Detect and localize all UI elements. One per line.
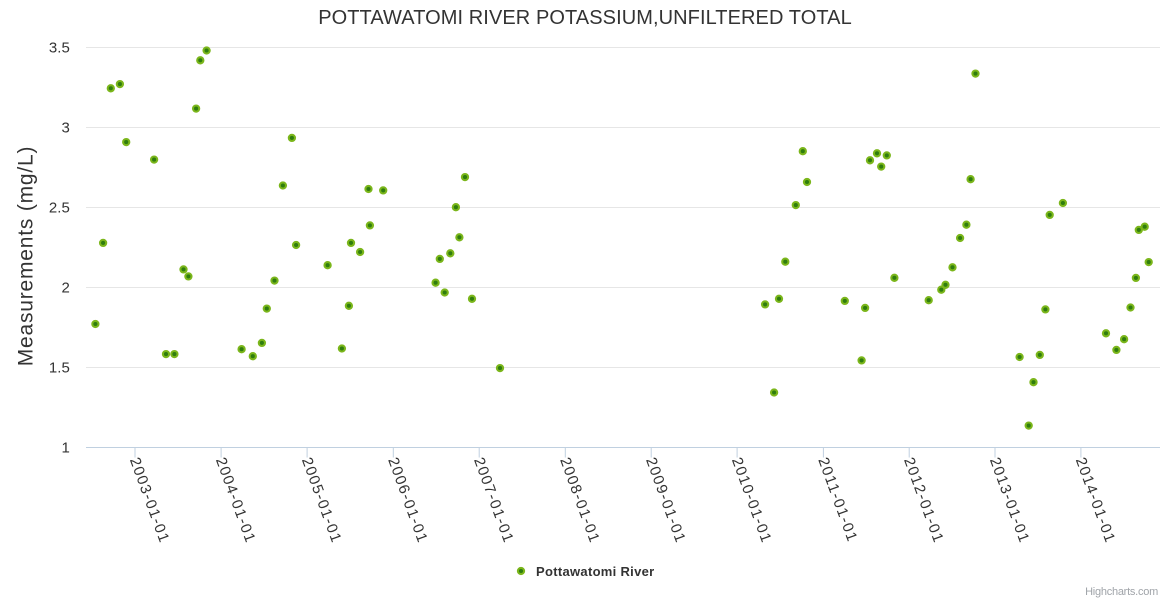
svg-text:3.5: 3.5: [49, 40, 70, 57]
svg-text:3: 3: [62, 120, 70, 137]
svg-text:Highcharts.com: Highcharts.com: [1085, 586, 1158, 598]
svg-text:1.5: 1.5: [49, 360, 70, 377]
svg-text:2: 2: [62, 280, 70, 297]
svg-text:Pottawatomi River: Pottawatomi River: [536, 564, 655, 579]
svg-text:POTTAWATOMI RIVER POTASSIUM,UN: POTTAWATOMI RIVER POTASSIUM,UNFILTERED T…: [318, 7, 852, 29]
svg-text:Measurements (mg/L): Measurements (mg/L): [14, 146, 37, 367]
svg-text:1: 1: [62, 440, 70, 457]
svg-text:2.5: 2.5: [49, 200, 70, 217]
